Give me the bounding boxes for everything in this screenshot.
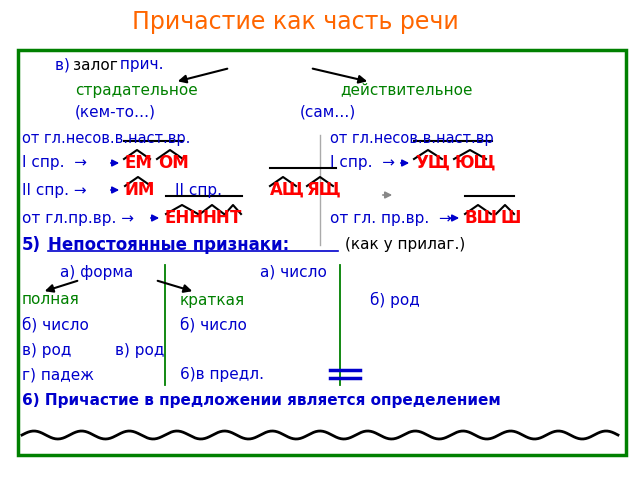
- Text: (кем-то…): (кем-то…): [75, 105, 156, 120]
- Text: (сам…): (сам…): [300, 105, 356, 120]
- Text: ОМ: ОМ: [158, 154, 189, 172]
- Text: а) форма: а) форма: [60, 264, 133, 279]
- Text: в) род: в) род: [115, 343, 164, 358]
- Text: (как у прилаг.): (как у прилаг.): [345, 238, 465, 252]
- Text: УЩ: УЩ: [415, 154, 450, 172]
- Text: г) падеж: г) падеж: [22, 368, 94, 383]
- Text: действительное: действительное: [340, 83, 472, 97]
- Text: б) род: б) род: [370, 292, 420, 308]
- Text: от гл.несов.в.наст.вр: от гл.несов.в.наст.вр: [330, 131, 493, 145]
- Text: краткая: краткая: [180, 292, 245, 308]
- Text: Непостоянные признаки:: Непостоянные признаки:: [48, 236, 289, 254]
- Text: полная: полная: [22, 292, 80, 308]
- Text: ВШ: ВШ: [465, 209, 498, 227]
- Text: I спр.  →: I спр. →: [22, 156, 87, 170]
- Text: прич.: прич.: [115, 58, 163, 72]
- Text: НН: НН: [202, 209, 230, 227]
- Text: ЯЩ: ЯЩ: [307, 181, 342, 199]
- Text: ЮЩ: ЮЩ: [455, 154, 497, 172]
- Text: в) род: в) род: [22, 343, 72, 358]
- Bar: [18, 50, 626, 455]
- Text: I спр.  →: I спр. →: [330, 156, 395, 170]
- Text: АЩ: АЩ: [270, 181, 305, 199]
- Text: 5): 5): [22, 236, 41, 254]
- Text: 6) Причастие в предложении является определением: 6) Причастие в предложении является опре…: [22, 393, 500, 408]
- Text: ИМ: ИМ: [125, 181, 156, 199]
- Text: б) число: б) число: [22, 317, 89, 333]
- Text: Причастие как часть речи: Причастие как часть речи: [132, 10, 458, 34]
- Text: а) число: а) число: [260, 264, 327, 279]
- Text: Т: Т: [230, 209, 241, 227]
- Text: от гл. пр.вр.  →: от гл. пр.вр. →: [330, 211, 452, 226]
- Text: ЕМ: ЕМ: [125, 154, 153, 172]
- Text: II спр. →: II спр. →: [22, 182, 86, 197]
- Text: от гл.несов.в.наст.вр.: от гл.несов.в.наст.вр.: [22, 131, 190, 145]
- Text: в): в): [55, 58, 75, 72]
- Text: ЕНН: ЕНН: [165, 209, 204, 227]
- Text: 6)в предл.: 6)в предл.: [180, 368, 264, 383]
- Text: Ш: Ш: [500, 209, 520, 227]
- Text: II спр.: II спр.: [175, 182, 222, 197]
- Text: залог: залог: [73, 58, 118, 72]
- Text: от гл.пр.вр. →: от гл.пр.вр. →: [22, 211, 134, 226]
- Text: б) число: б) число: [180, 317, 247, 333]
- Text: страдательное: страдательное: [75, 83, 198, 97]
